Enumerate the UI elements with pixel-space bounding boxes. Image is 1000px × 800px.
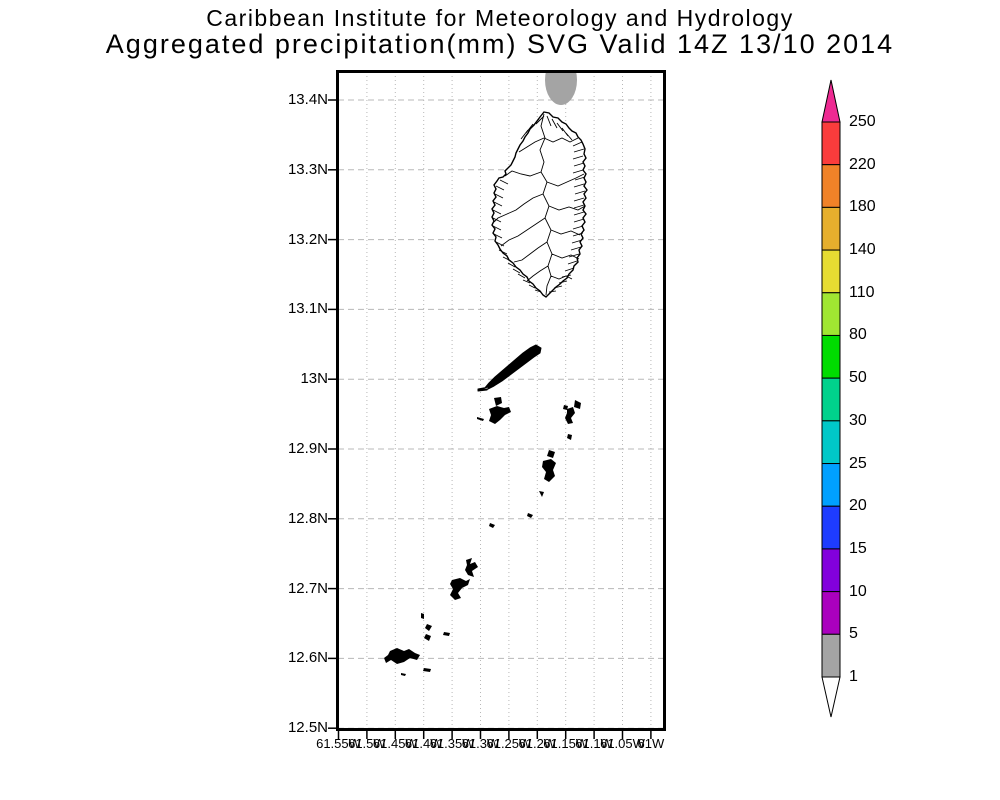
y-axis-label: 13.4N xyxy=(287,91,328,108)
axis-ticks xyxy=(328,99,652,739)
y-axis-label: 12.8N xyxy=(287,509,328,527)
colorbar-segment xyxy=(821,505,841,550)
colorbar xyxy=(821,79,841,718)
colorbar-label: 80 xyxy=(849,326,867,344)
colorbar-label: 110 xyxy=(849,283,875,301)
colorbar-segment xyxy=(821,420,841,465)
colorbar-label: 10 xyxy=(849,582,867,600)
x-axis-label: 61.05W xyxy=(600,736,645,751)
plot-frame xyxy=(336,70,666,731)
canouan-island xyxy=(542,450,556,482)
colorbar-label: 15 xyxy=(849,539,867,557)
colorbar-label: 250 xyxy=(849,113,876,130)
mayreau-tobago-cays xyxy=(465,558,478,577)
colorbar-segment xyxy=(821,121,841,166)
y-axis-label: 12.6N xyxy=(287,649,328,667)
colorbar-triangle-bottom xyxy=(821,676,841,718)
islet-petit-canouan xyxy=(489,523,495,528)
colorbar-label: 25 xyxy=(849,454,867,472)
colorbar-segment xyxy=(821,548,841,593)
x-axis-label: 61.55W xyxy=(316,736,361,751)
colorbar-segment xyxy=(821,377,841,422)
colorbar-segment xyxy=(821,633,841,678)
y-axis-label: 13.2N xyxy=(287,230,328,248)
y-axis-label: 13.3N xyxy=(287,160,328,178)
x-axis-label: 61.45W xyxy=(372,736,418,751)
colorbar-label: 140 xyxy=(849,241,876,259)
colorbar-segment xyxy=(821,206,841,251)
y-axis-label: 12.5N xyxy=(287,719,328,737)
precip-shade-1-5mm xyxy=(545,70,577,105)
islet-petit-mustique xyxy=(567,434,572,440)
x-axis-label: 61.35W xyxy=(429,736,475,751)
y-axis-label: 13.1N xyxy=(287,300,328,318)
st-vincent-island xyxy=(491,111,588,298)
x-axis-label: 61.4W xyxy=(404,736,443,751)
colorbar-triangle-top xyxy=(821,79,841,123)
colorbar-label: 20 xyxy=(849,497,867,515)
st-vincent-watersheds xyxy=(493,113,586,296)
x-axis-label: 61.15W xyxy=(543,736,589,751)
colorbar-segment xyxy=(821,591,841,635)
colorbar-label: 5 xyxy=(849,625,858,643)
y-axis-label: 12.7N xyxy=(287,579,328,597)
y-axis-label: 12.9N xyxy=(287,440,328,457)
islet-battowia-baliceaux xyxy=(563,400,581,410)
colorbar-label: 50 xyxy=(849,369,867,387)
figure-title-line2: Aggregated precipitation(mm) SVG Valid 1… xyxy=(105,29,895,59)
st-vincent-coast-combs xyxy=(492,141,586,293)
islet-palm-psv xyxy=(424,624,450,641)
x-axis-label: 61.3W xyxy=(461,736,500,751)
y-axis-label: 13N xyxy=(300,370,328,388)
islet-below-canouan xyxy=(539,491,544,497)
x-axis-label: 61.2W xyxy=(518,736,557,751)
union-island xyxy=(421,578,470,619)
colorbar-segment xyxy=(821,463,841,507)
colorbar-label: 1 xyxy=(849,668,858,685)
mustique-island xyxy=(565,407,575,424)
x-axis-label: 61.5W xyxy=(348,736,386,751)
islet-savan xyxy=(527,513,533,518)
x-axis-label: 61.25W xyxy=(486,736,532,751)
bequia-island xyxy=(477,344,542,392)
colorbar-label: 220 xyxy=(849,155,876,173)
colorbar-segment xyxy=(821,334,841,379)
islet-isle-a-quatre xyxy=(477,406,511,424)
x-axis-label: 61.1W xyxy=(575,736,613,751)
islands xyxy=(384,111,588,676)
colorbar-label: 180 xyxy=(849,198,876,216)
islet-petit-nevis xyxy=(494,397,502,406)
figure-title-line1: Caribbean Institute for Meteorology and … xyxy=(206,5,794,31)
x-axis-label: 61W xyxy=(637,736,665,751)
colorbar-label: 30 xyxy=(849,411,867,429)
colorbar-segment xyxy=(821,292,841,336)
colorbar-segment xyxy=(821,164,841,208)
islet-sw-cluster xyxy=(384,648,431,676)
colorbar-segment xyxy=(821,249,841,294)
